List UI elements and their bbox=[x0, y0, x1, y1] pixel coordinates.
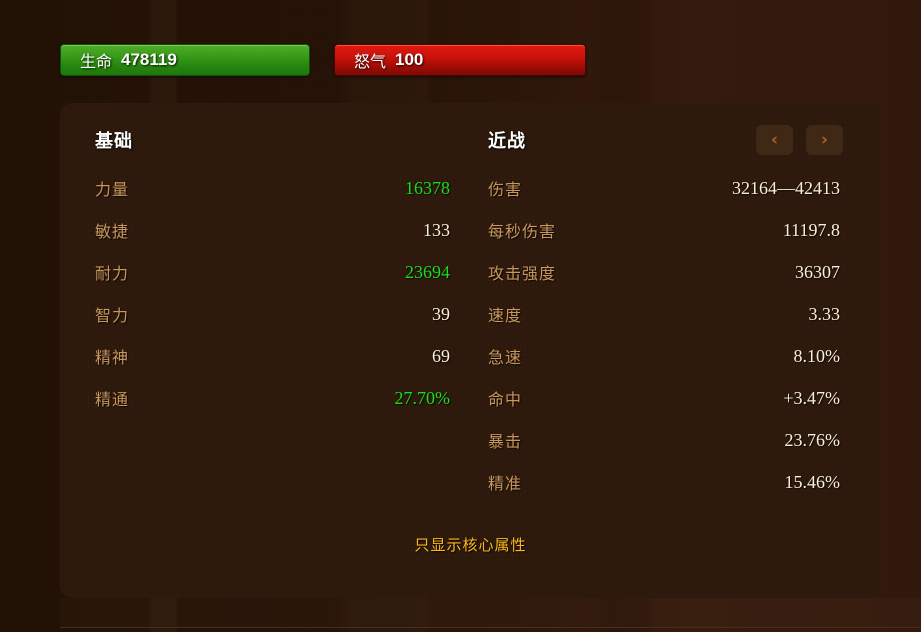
stat-row: 力量 16378 bbox=[95, 167, 450, 209]
health-bar-value: 478119 bbox=[121, 50, 177, 69]
stat-label: 敏捷 bbox=[95, 224, 130, 241]
previous-stats-page-button[interactable]: ‹ bbox=[756, 125, 793, 155]
stat-row: 精通 27.70% bbox=[95, 377, 450, 419]
stat-value: 8.10% bbox=[793, 345, 841, 366]
stat-value: 36307 bbox=[795, 261, 840, 282]
stat-row: 攻击强度 36307 bbox=[488, 251, 840, 293]
stat-row: 命中 +3.47% bbox=[488, 377, 840, 419]
stat-value: 15.46% bbox=[784, 471, 841, 492]
stat-label: 精神 bbox=[95, 350, 130, 367]
stat-value: 69 bbox=[432, 345, 450, 366]
stat-value: 39 bbox=[432, 303, 450, 324]
melee-stats-column: 近战 伤害 32164—42413 每秒伤害 11197.8 攻击强度 36307 速度 3.… bbox=[488, 121, 840, 503]
health-bar-label: 生命 bbox=[80, 54, 113, 71]
stat-label: 精准 bbox=[488, 476, 523, 493]
base-stats-rows: 力量 16378 敏捷 133 耐力 23694 智力 39 精神 69 精通 27.70% bbox=[95, 167, 450, 419]
rage-bar-label: 怒气 bbox=[354, 54, 387, 71]
stat-label: 耐力 bbox=[95, 266, 130, 283]
stat-row: 暴击 23.76% bbox=[488, 419, 840, 461]
stat-label: 智力 bbox=[95, 308, 130, 325]
stat-value: 23694 bbox=[405, 261, 450, 282]
stat-row: 敏捷 133 bbox=[95, 209, 450, 251]
stat-label: 命中 bbox=[488, 392, 523, 409]
show-core-stats-link[interactable]: 只显示核心属性 bbox=[414, 537, 527, 554]
stat-row: 精神 69 bbox=[95, 335, 450, 377]
bottom-divider bbox=[60, 627, 921, 628]
stat-label: 暴击 bbox=[488, 434, 523, 451]
stat-value: 27.70% bbox=[394, 387, 451, 408]
rage-bar-value: 100 bbox=[395, 50, 424, 69]
stat-label: 速度 bbox=[488, 308, 523, 325]
stat-value: +3.47% bbox=[783, 387, 840, 408]
panel-footer: 只显示核心属性 bbox=[60, 534, 881, 558]
melee-column-title: 近战 bbox=[488, 131, 526, 151]
stat-row: 伤害 32164—42413 bbox=[488, 167, 840, 209]
base-column-title: 基础 bbox=[95, 131, 133, 151]
stat-row: 耐力 23694 bbox=[95, 251, 450, 293]
stats-panel: 基础 力量 16378 敏捷 133 耐力 23694 智力 39 精神 69 精通 27.70% 近… bbox=[60, 103, 881, 598]
stat-label: 每秒伤害 bbox=[488, 224, 557, 241]
stat-value: 16378 bbox=[405, 177, 450, 198]
stat-row: 速度 3.33 bbox=[488, 293, 840, 335]
melee-stats-rows: 伤害 32164—42413 每秒伤害 11197.8 攻击强度 36307 速度 3.33 急… bbox=[488, 167, 840, 503]
stat-row: 精准 15.46% bbox=[488, 461, 840, 503]
rage-bar: 怒气 100 bbox=[334, 44, 586, 76]
stat-row: 智力 39 bbox=[95, 293, 450, 335]
chevron-left-icon: ‹ bbox=[770, 129, 778, 150]
stat-label: 伤害 bbox=[488, 182, 523, 199]
stat-value: 133 bbox=[423, 219, 450, 240]
background-strip bbox=[60, 598, 921, 627]
chevron-right-icon: › bbox=[820, 129, 828, 150]
stat-value: 11197.8 bbox=[782, 219, 840, 240]
stat-label: 精通 bbox=[95, 392, 130, 409]
stat-row: 每秒伤害 11197.8 bbox=[488, 209, 840, 251]
stat-label: 攻击强度 bbox=[488, 266, 557, 283]
stat-label: 急速 bbox=[488, 350, 523, 367]
stat-value: 32164—42413 bbox=[732, 177, 840, 198]
health-bar: 生命 478119 bbox=[60, 44, 310, 76]
stat-value: 3.33 bbox=[808, 303, 841, 324]
stat-value: 23.76% bbox=[784, 429, 841, 450]
next-stats-page-button[interactable]: › bbox=[806, 125, 843, 155]
stat-label: 力量 bbox=[95, 182, 130, 199]
base-stats-column: 基础 力量 16378 敏捷 133 耐力 23694 智力 39 精神 69 精通 27.70% bbox=[95, 121, 450, 419]
stat-row: 急速 8.10% bbox=[488, 335, 840, 377]
